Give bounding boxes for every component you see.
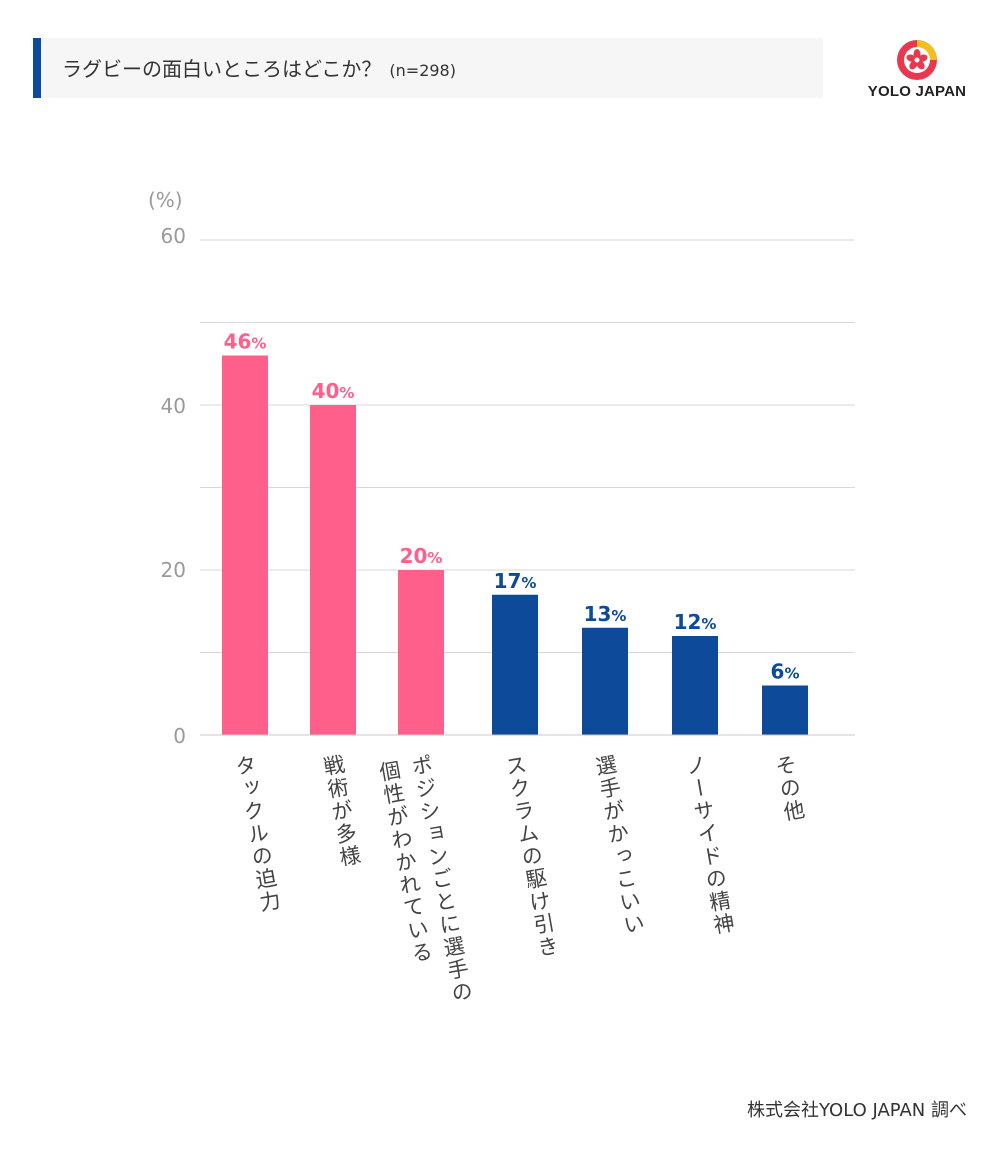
x-label-1: タックルの迫力 xyxy=(227,752,287,916)
cherry-blossom-icon xyxy=(897,40,937,80)
bar-1 xyxy=(222,355,268,735)
x-label-7: その他 xyxy=(767,752,811,826)
bar-6 xyxy=(672,636,718,735)
bar-7 xyxy=(762,685,808,735)
x-label-2: 戦術が多様 xyxy=(315,752,367,871)
x-label-2-line-1: 戦術が多様 xyxy=(319,752,364,871)
bar-value-label-2: 40% xyxy=(312,379,355,403)
bar-2 xyxy=(310,405,356,735)
bar-value-label-5: 13% xyxy=(584,602,627,626)
y-tick-40: 40 xyxy=(160,394,186,418)
title-accent-bar xyxy=(33,38,41,98)
bar-value-label-1: 46% xyxy=(224,330,267,354)
bar-5 xyxy=(582,627,628,735)
bar-chart: 46% 40% 20% 17% 13% 12% 6% xyxy=(200,239,855,736)
y-tick-0: 0 xyxy=(173,724,186,748)
yolo-japan-logo: YOLO JAPAN xyxy=(858,36,976,102)
chart-title: ラグビーの面白いところはどこか？ (n=298) xyxy=(62,38,456,98)
x-label-7-line-1: その他 xyxy=(771,752,808,825)
y-axis-unit: (%) xyxy=(148,188,183,212)
x-label-4: スクラムの駆け引き xyxy=(497,752,565,962)
bar-4 xyxy=(492,594,538,735)
y-tick-60: 60 xyxy=(160,224,186,248)
bar-value-label-6: 12% xyxy=(674,610,717,634)
bar-value-label-7: 6% xyxy=(771,660,800,684)
x-label-3: ポジションごとに選手の 個性がわかれている xyxy=(370,752,479,1013)
x-label-5: 選手がかっこいい xyxy=(587,752,651,939)
x-label-5-line-1: 選手がかっこいい xyxy=(591,752,648,939)
y-tick-20: 20 xyxy=(160,558,186,582)
chart-title-text: ラグビーの面白いところはどこか？ xyxy=(62,57,382,81)
bar-value-label-4: 17% xyxy=(494,569,537,593)
x-label-6-line-1: ノーサイドの精神 xyxy=(681,752,738,939)
x-label-4-line-1: スクラムの駆け引き xyxy=(501,752,562,961)
bar-3 xyxy=(398,570,444,735)
source-note: 株式会社YOLO JAPAN 調べ xyxy=(747,1100,967,1121)
x-label-1-line-1: タックルの迫力 xyxy=(231,752,284,916)
x-label-6: ノーサイドの精神 xyxy=(677,752,741,939)
sample-size: (n=298) xyxy=(389,61,456,80)
title-bar: ラグビーの面白いところはどこか？ (n=298) xyxy=(33,38,823,98)
bar-value-label-3: 20% xyxy=(400,544,443,568)
logo-text: YOLO JAPAN xyxy=(867,83,967,100)
